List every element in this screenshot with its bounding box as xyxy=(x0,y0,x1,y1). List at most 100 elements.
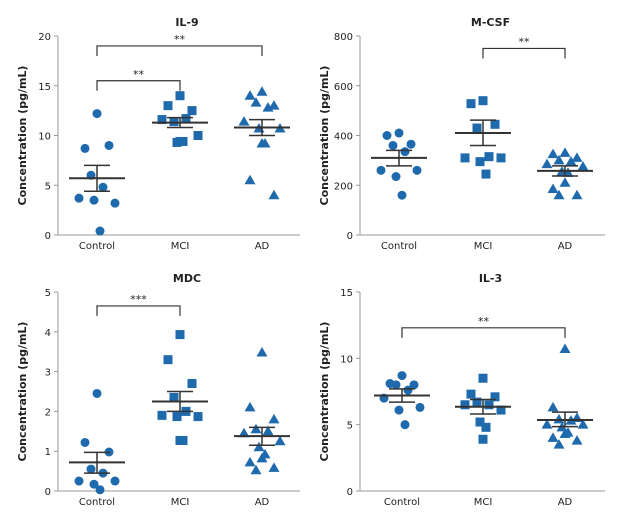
data-point-triangle xyxy=(559,147,571,157)
data-point-triangle xyxy=(256,346,268,357)
data-point-triangle xyxy=(553,189,565,200)
data-point-square xyxy=(496,405,506,415)
chart-title: IL-3 xyxy=(479,272,502,285)
chart-title: IL-9 xyxy=(175,16,198,29)
data-point-triangle xyxy=(244,456,256,467)
data-point-circle xyxy=(74,193,84,203)
y-tick-label: 1 xyxy=(45,447,51,458)
data-point-circle xyxy=(394,405,404,415)
data-point-circle xyxy=(412,165,422,175)
significance-label: ** xyxy=(174,33,186,46)
data-point-triangle xyxy=(565,156,577,166)
y-tick-label: 4 xyxy=(45,328,51,339)
x-tick-label: AD xyxy=(558,497,573,508)
significance-bracket xyxy=(482,47,566,59)
y-tick-label: 0 xyxy=(45,487,51,498)
data-point-circle xyxy=(104,140,114,150)
data-point-circle xyxy=(376,165,386,175)
x-tick-label: Control xyxy=(384,497,420,508)
data-point-triangle xyxy=(262,102,274,112)
data-point-square xyxy=(496,153,506,163)
data-point-triangle xyxy=(268,462,280,472)
data-point-circle xyxy=(391,380,401,390)
data-point-square xyxy=(193,131,203,140)
x-tick-label: Control xyxy=(79,241,115,252)
data-point-triangle xyxy=(268,100,280,110)
data-point-triangle xyxy=(256,86,268,96)
data-point-triangle xyxy=(571,152,583,162)
y-tick-label: 400 xyxy=(334,132,353,143)
data-point-triangle xyxy=(250,97,262,107)
data-point-circle xyxy=(80,143,90,153)
data-point-circle xyxy=(415,402,425,412)
panel-il-9: IL-9 Concentration (pg/mL) 0 5 10 15 20 Control… xyxy=(16,16,300,252)
data-point-square xyxy=(466,99,476,109)
data-point-square xyxy=(175,330,185,340)
data-point-square xyxy=(490,119,500,129)
panel-il-3: IL-3 Concentration (pg/mL) 0 5 10 15 Control MC… xyxy=(318,272,605,508)
data-point-square xyxy=(172,412,182,422)
data-point-triangle xyxy=(244,90,256,100)
data-point-square xyxy=(157,115,167,125)
y-axis-label: Concentration (pg/mL) xyxy=(16,66,29,206)
data-point-square xyxy=(187,379,197,389)
data-point-square xyxy=(193,412,203,422)
data-point-circle xyxy=(397,190,407,200)
data-point-triangle xyxy=(577,419,589,429)
data-point-triangle xyxy=(250,423,262,434)
panel-m-csf: M-CSF Concentration (pg/mL) 0 200 400 600 800 C… xyxy=(318,16,605,252)
data-point-square xyxy=(490,392,500,402)
data-point-square xyxy=(175,136,185,146)
data-point-triangle xyxy=(571,435,583,445)
data-point-triangle xyxy=(547,148,559,159)
data-point-triangle xyxy=(547,183,559,193)
data-point-square xyxy=(175,435,185,445)
data-point-triangle xyxy=(571,189,583,200)
data-point-square xyxy=(163,101,173,111)
data-point-triangle xyxy=(268,189,280,200)
y-axis-label: Concentration (pg/mL) xyxy=(16,322,29,462)
data-point-square xyxy=(475,417,485,427)
data-point-triangle xyxy=(553,413,565,424)
y-tick-label: 800 xyxy=(334,32,353,43)
data-point-circle xyxy=(110,198,120,208)
x-tick-label: AD xyxy=(255,241,270,252)
y-tick-label: 3 xyxy=(45,368,51,379)
data-point-triangle xyxy=(256,137,268,148)
data-point-square xyxy=(478,434,488,444)
data-point-triangle xyxy=(553,154,565,165)
data-point-circle xyxy=(406,139,416,149)
data-point-triangle xyxy=(262,425,274,436)
data-point-circle xyxy=(400,147,410,157)
data-point-circle xyxy=(382,131,392,140)
data-point-square xyxy=(481,422,491,432)
data-point-triangle xyxy=(244,401,256,412)
significance-bracket xyxy=(96,80,181,91)
x-tick-label: AD xyxy=(558,241,573,252)
significance-label: ** xyxy=(478,315,490,328)
data-point-triangle xyxy=(553,439,565,449)
y-tick-label: 200 xyxy=(334,181,353,192)
data-point-square xyxy=(175,91,185,101)
data-point-triangle xyxy=(541,158,553,169)
data-point-triangle xyxy=(238,427,250,438)
y-tick-label: 2 xyxy=(45,407,51,418)
y-axis-label: Concentration (pg/mL) xyxy=(318,322,331,462)
data-point-triangle xyxy=(547,432,559,442)
data-point-triangle xyxy=(541,419,553,429)
data-point-triangle xyxy=(577,161,589,171)
data-point-triangle xyxy=(268,413,280,424)
data-point-circle xyxy=(89,195,99,205)
data-point-square xyxy=(187,106,197,116)
y-tick-label: 0 xyxy=(45,231,51,242)
data-point-circle xyxy=(80,437,90,447)
data-point-circle xyxy=(391,172,401,182)
data-point-square xyxy=(472,123,482,133)
data-point-triangle xyxy=(559,428,571,438)
significance-label: ** xyxy=(133,68,145,81)
y-tick-label: 5 xyxy=(45,288,51,299)
data-point-circle xyxy=(89,479,99,489)
data-point-triangle xyxy=(244,174,256,185)
data-point-circle xyxy=(86,464,96,474)
